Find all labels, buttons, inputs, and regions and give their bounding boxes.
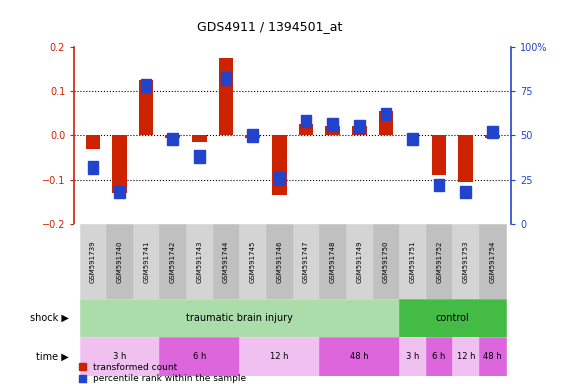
Bar [213,224,239,300]
Bar [399,337,426,376]
Bar [133,224,159,300]
Text: 12 h: 12 h [457,352,475,361]
Bar [459,136,473,182]
Bar [319,224,346,300]
Text: control: control [436,313,469,323]
Bar [399,300,506,337]
Text: GSM591745: GSM591745 [250,241,256,283]
Text: 3 h: 3 h [406,352,419,361]
Text: GSM591752: GSM591752 [436,241,442,283]
Bar [452,224,479,300]
Text: time ▶: time ▶ [36,352,69,362]
Bar [274,172,285,184]
Bar [434,179,444,191]
Bar [221,72,231,85]
Text: 3 h: 3 h [113,352,126,361]
Bar [266,224,292,300]
Text: GSM591744: GSM591744 [223,241,229,283]
Bar [106,224,133,300]
Bar [141,79,151,92]
Bar [380,108,391,120]
Text: 12 h: 12 h [270,352,288,361]
Text: GSM591742: GSM591742 [170,241,176,283]
Bar [479,224,506,300]
Bar [159,337,239,376]
Bar [399,224,426,300]
Text: GSM591750: GSM591750 [383,241,389,283]
Text: GSM591746: GSM591746 [276,241,282,283]
Text: GSM591739: GSM591739 [90,240,96,283]
Bar [460,186,471,199]
Text: GSM591753: GSM591753 [463,241,469,283]
Bar [87,161,98,174]
Legend: transformed count, percentile rank within the sample: transformed count, percentile rank withi… [79,363,246,383]
Bar [219,58,234,136]
Bar [379,111,393,136]
Bar [485,136,500,137]
Text: GSM591741: GSM591741 [143,241,149,283]
Text: GSM591754: GSM591754 [489,241,496,283]
Bar [239,224,266,300]
Bar [299,124,313,136]
Text: GSM591740: GSM591740 [116,241,123,283]
Bar [247,129,258,142]
Bar [112,136,127,193]
Bar [426,337,452,376]
Bar [293,224,319,300]
Bar [452,337,479,376]
Text: traumatic brain injury: traumatic brain injury [186,313,293,323]
Bar [372,224,399,300]
Bar [272,136,287,195]
Bar [327,119,338,131]
Text: GSM591749: GSM591749 [356,241,362,283]
Bar [79,300,399,337]
Bar [426,224,452,300]
Text: 48 h: 48 h [350,352,368,361]
Bar [346,224,372,300]
Bar [325,126,340,136]
Bar [432,136,447,175]
Bar [114,186,125,199]
Bar [246,136,260,137]
Text: shock ▶: shock ▶ [30,313,69,323]
Text: GSM591747: GSM591747 [303,241,309,283]
Text: GSM591751: GSM591751 [409,241,416,283]
Bar [194,151,205,163]
Bar [79,337,159,376]
Bar [300,115,311,127]
Bar [354,120,364,133]
Bar [479,337,506,376]
Bar [166,136,180,137]
Text: 6 h: 6 h [432,352,446,361]
Bar [86,136,100,149]
Bar [407,133,418,145]
Bar [167,133,178,145]
Bar [319,337,399,376]
Text: 48 h: 48 h [483,352,502,361]
Text: GSM591743: GSM591743 [196,241,202,283]
Bar [192,136,207,142]
Text: GDS4911 / 1394501_at: GDS4911 / 1394501_at [197,20,343,33]
Bar [239,337,319,376]
Text: 6 h: 6 h [193,352,206,361]
Bar [79,224,106,300]
Bar [352,126,367,136]
Bar [159,224,186,300]
Text: GSM591748: GSM591748 [329,241,336,283]
Bar [487,126,498,138]
Bar [139,80,154,136]
Bar [186,224,213,300]
